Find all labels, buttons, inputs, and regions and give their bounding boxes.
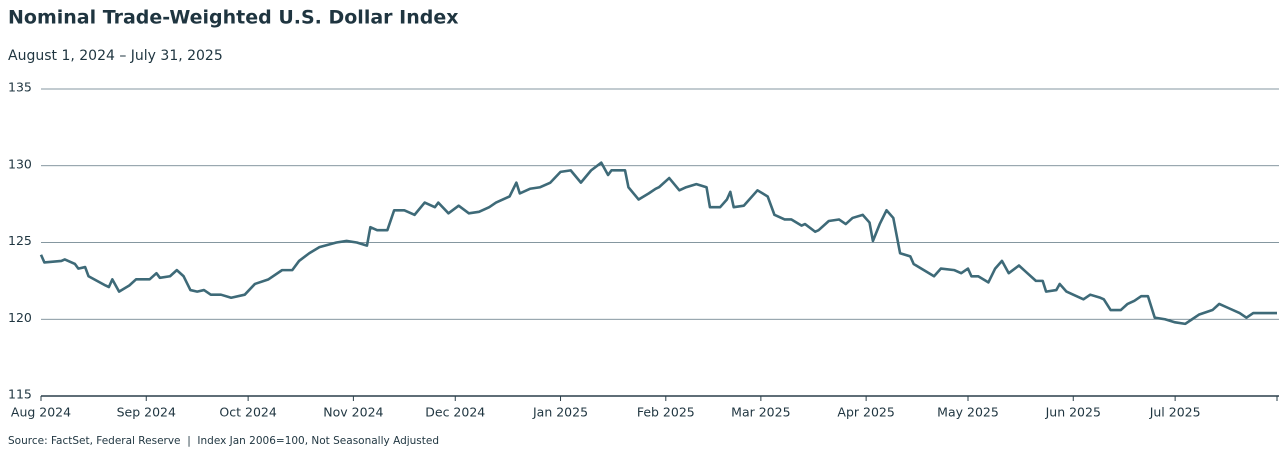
x-tick-label: Apr 2025 bbox=[837, 405, 894, 420]
x-tick-label: Dec 2024 bbox=[425, 405, 485, 420]
y-tick-label: 125 bbox=[8, 233, 32, 248]
y-tick-label: 120 bbox=[8, 310, 32, 325]
index-line bbox=[39, 161, 1277, 326]
x-tick-label: Nov 2024 bbox=[323, 405, 383, 420]
chart-title: Nominal Trade-Weighted U.S. Dollar Index bbox=[8, 7, 458, 29]
y-tick-label: 130 bbox=[8, 156, 32, 171]
y-tick-label: 115 bbox=[8, 387, 32, 402]
y-tick-label: 135 bbox=[8, 80, 32, 95]
x-tick-label: Sep 2024 bbox=[117, 405, 176, 420]
x-tick-label: Mar 2025 bbox=[731, 405, 790, 420]
x-tick-label: Jan 2025 bbox=[532, 405, 588, 420]
x-tick-label: Feb 2025 bbox=[637, 405, 695, 420]
chart-subtitle: August 1, 2024 – July 31, 2025 bbox=[8, 48, 223, 64]
x-tick-label: Jun 2025 bbox=[1045, 405, 1101, 420]
x-tick-label: Aug 2024 bbox=[11, 405, 71, 420]
x-tick-label: May 2025 bbox=[937, 405, 999, 420]
x-tick-label: Oct 2024 bbox=[219, 405, 276, 420]
x-tick-label: Jul 2025 bbox=[1149, 405, 1201, 420]
source-note: Source: FactSet, Federal Reserve | Index… bbox=[8, 435, 439, 447]
